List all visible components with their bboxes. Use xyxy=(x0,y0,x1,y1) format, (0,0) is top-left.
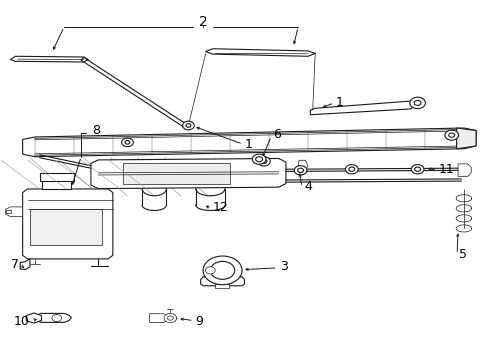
Text: 8: 8 xyxy=(92,124,100,137)
Circle shape xyxy=(182,121,194,130)
Circle shape xyxy=(410,165,423,174)
Bar xyxy=(122,163,229,184)
Circle shape xyxy=(345,165,357,174)
Polygon shape xyxy=(22,128,475,157)
Text: 3: 3 xyxy=(279,260,287,273)
Text: 4: 4 xyxy=(304,180,311,193)
Text: 10: 10 xyxy=(14,315,30,328)
Text: 5: 5 xyxy=(458,248,466,261)
Circle shape xyxy=(294,166,306,175)
Circle shape xyxy=(297,168,303,172)
Text: 9: 9 xyxy=(195,315,203,328)
Circle shape xyxy=(205,267,215,274)
Bar xyxy=(30,209,102,244)
Polygon shape xyxy=(10,56,88,62)
Circle shape xyxy=(448,133,454,137)
Bar xyxy=(42,180,71,189)
Text: 1: 1 xyxy=(335,96,344,109)
Bar xyxy=(40,173,74,181)
Polygon shape xyxy=(298,160,307,170)
Bar xyxy=(5,210,11,213)
Circle shape xyxy=(185,124,190,127)
Polygon shape xyxy=(456,128,475,149)
Polygon shape xyxy=(205,49,315,56)
Polygon shape xyxy=(26,313,41,323)
Circle shape xyxy=(252,154,265,164)
Circle shape xyxy=(52,315,61,321)
Circle shape xyxy=(122,138,133,147)
Text: 7: 7 xyxy=(11,258,19,271)
Polygon shape xyxy=(91,158,285,189)
Circle shape xyxy=(348,167,354,171)
Polygon shape xyxy=(149,314,166,322)
Polygon shape xyxy=(200,277,244,286)
Bar xyxy=(215,284,228,288)
Circle shape xyxy=(413,100,420,105)
Text: 1: 1 xyxy=(244,138,252,150)
Polygon shape xyxy=(22,189,113,259)
Polygon shape xyxy=(5,207,22,217)
Text: 2: 2 xyxy=(198,15,207,29)
Circle shape xyxy=(414,167,420,171)
Circle shape xyxy=(125,140,130,144)
Circle shape xyxy=(261,159,266,163)
Polygon shape xyxy=(457,164,470,176)
Polygon shape xyxy=(310,101,417,115)
Circle shape xyxy=(257,157,270,166)
Text: 11: 11 xyxy=(438,163,453,176)
Polygon shape xyxy=(20,259,30,270)
Circle shape xyxy=(255,157,262,162)
Circle shape xyxy=(163,314,176,323)
Text: 6: 6 xyxy=(272,127,280,141)
Circle shape xyxy=(444,130,458,140)
Text: 12: 12 xyxy=(212,201,228,214)
Circle shape xyxy=(167,316,173,320)
Polygon shape xyxy=(37,314,71,322)
Circle shape xyxy=(203,256,242,285)
Circle shape xyxy=(409,97,425,109)
Circle shape xyxy=(210,261,234,279)
